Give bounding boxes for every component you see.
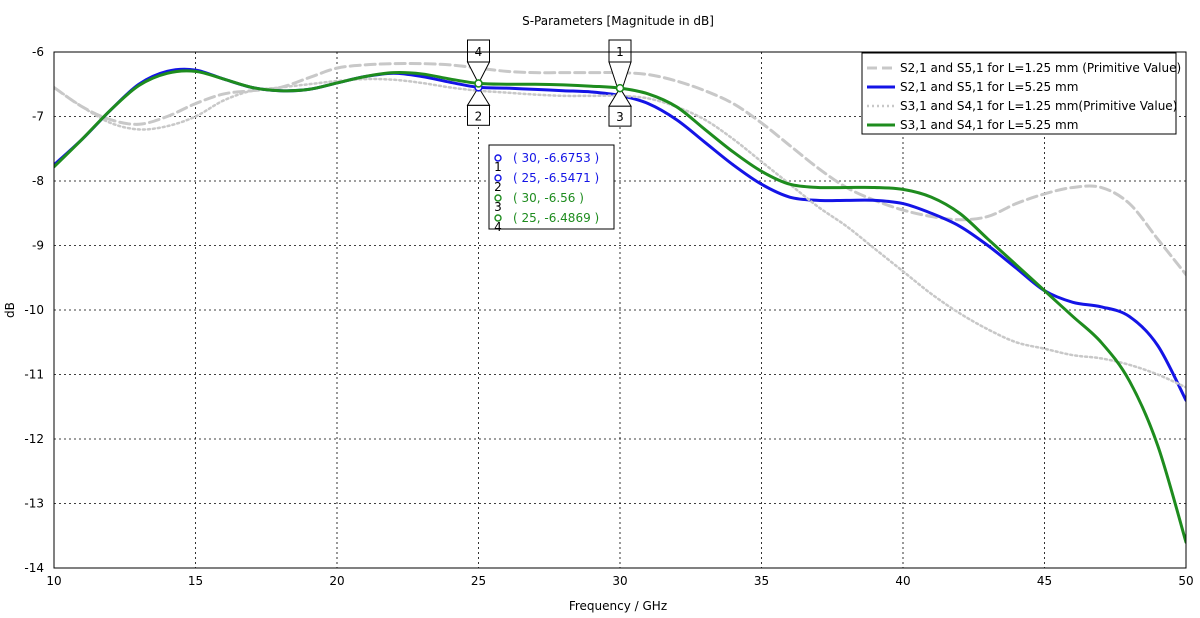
readout-marker-id: 4	[494, 220, 502, 234]
marker-2[interactable]: 2	[466, 82, 491, 126]
readout-marker-id: 1	[494, 160, 502, 174]
plot-frame	[53, 51, 1187, 569]
marker-point	[474, 79, 483, 88]
readout-marker-id: 3	[494, 200, 502, 214]
readout-marker-icon	[494, 194, 502, 202]
marker-label: 3	[616, 110, 624, 124]
x-tick-label: 35	[754, 574, 769, 588]
series-line-4	[54, 69, 1186, 544]
y-tick-label: -7	[32, 110, 44, 124]
y-tick-label: -6	[32, 45, 44, 59]
x-tick-label: 40	[895, 574, 910, 588]
marker-point	[615, 83, 625, 93]
x-tick-label: 45	[1037, 574, 1052, 588]
y-tick-label: -8	[32, 174, 44, 188]
legend[interactable]: S2,1 and S5,1 for L=1.25 mm (Primitive V…	[861, 52, 1181, 135]
marker-pointer-icon	[466, 86, 491, 106]
readout-marker-icon	[494, 154, 502, 162]
x-tick-label: 20	[329, 574, 344, 588]
x-tick-label: 50	[1178, 574, 1193, 588]
y-tick-label: -11	[24, 368, 44, 382]
chart-title: S-Parameters [Magnitude in dB]	[522, 14, 714, 28]
marker-pointer-icon	[466, 61, 491, 85]
legend-entry[interactable]: S2,1 and S5,1 for L=5.25 mm	[900, 80, 1078, 94]
y-tick-label: -12	[24, 432, 44, 446]
legend-entry[interactable]: S3,1 and S4,1 for L=1.25 mm(Primitive Va…	[900, 99, 1177, 113]
x-tick-label: 15	[188, 574, 203, 588]
readout-value: ( 30, -6.6753 )	[513, 151, 599, 165]
legend-entry[interactable]: S3,1 and S4,1 for L=5.25 mm	[900, 118, 1078, 132]
readout-marker-icon	[494, 174, 502, 182]
readout-box-frame	[488, 144, 615, 230]
x-tick-label: 10	[46, 574, 61, 588]
marker-pointer-icon	[608, 61, 632, 98]
x-tick-label: 25	[471, 574, 486, 588]
legend-entry[interactable]: S2,1 and S5,1 for L=1.25 mm (Primitive V…	[900, 61, 1181, 75]
readout-value: ( 30, -6.56 )	[513, 191, 584, 205]
tick-labels: 10 15 20 25 30 35 40 45 50 -6 -7 -8 -9 -10 -11 -12 -13 -1…	[24, 45, 1193, 588]
markers[interactable]: 12 34	[466, 39, 632, 127]
y-tick-label: -9	[32, 239, 44, 253]
y-tick-label: -14	[24, 561, 44, 575]
readout-value: ( 25, -6.5471 )	[513, 171, 599, 185]
marker-4[interactable]: 4	[466, 39, 491, 88]
marker-readout-box[interactable]: 1 ( 30, -6.6753 ) 2 ( 25, -6.5471 ) 3 ( 30, -…	[488, 144, 615, 234]
readout-value: ( 25, -6.4869 )	[513, 211, 599, 225]
readout-marker-id: 2	[494, 180, 502, 194]
y-axis-label: dB	[3, 302, 17, 318]
y-tick-label: -10	[24, 303, 44, 317]
readout-marker-icon	[494, 214, 502, 222]
marker-3[interactable]: 3	[608, 83, 632, 127]
y-tick-label: -13	[24, 497, 44, 511]
marker-label: 2	[475, 109, 483, 123]
x-axis-label: Frequency / GHz	[569, 599, 667, 613]
legend-frame	[861, 52, 1177, 135]
marker-pointer-icon	[608, 87, 632, 107]
x-tick-label: 30	[612, 574, 627, 588]
